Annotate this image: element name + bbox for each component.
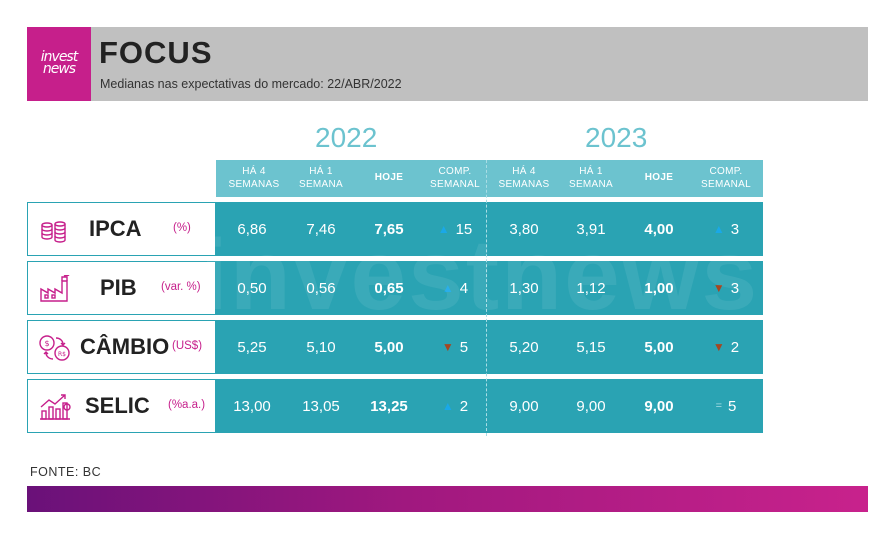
header-banner: invest news FOCUS Medianas nas expectati… bbox=[27, 27, 868, 101]
factory-icon bbox=[40, 275, 70, 302]
equal-icon: = bbox=[715, 400, 723, 412]
row-label-ipca: IPCA (%) bbox=[27, 202, 216, 256]
selic-2023-1-week: 9,00 bbox=[576, 397, 606, 415]
row-label-cambio: $ R$ CÂMBIO (US$) bbox=[27, 320, 216, 374]
row-data-pib: 0,50 0,56 0,65 ▲ 4 1,30 1,12 1,00 ▼ 3 bbox=[216, 261, 763, 315]
ipca-2022-weekly-comp: ▲ 15 bbox=[420, 202, 490, 256]
selic-2022-comp-count: 2 bbox=[459, 397, 469, 415]
pib-2022-weekly-comp: ▲ 4 bbox=[420, 261, 490, 315]
cambio-2023-today: 5,00 bbox=[644, 338, 674, 356]
indicator-name-pib: PIB bbox=[100, 275, 137, 300]
page-subtitle: Medianas nas expectativas do mercado: 22… bbox=[100, 77, 402, 91]
rising-chart-icon bbox=[40, 394, 71, 420]
cambio-2023-4-weeks: 5,20 bbox=[509, 338, 539, 356]
col-header-1-week-2023: HÁ 1 SEMANA bbox=[568, 166, 614, 190]
row-label-pib: PIB (var. %) bbox=[27, 261, 216, 315]
ipca-2023-4-weeks: 3,80 bbox=[509, 220, 539, 238]
col-header-today-2023: HOJE bbox=[644, 172, 674, 184]
ipca-2022-comp-count: 15 bbox=[455, 220, 473, 238]
indicator-unit-selic: (%a.a.) bbox=[168, 399, 206, 411]
cambio-2022-comp-count: 5 bbox=[459, 338, 469, 356]
footer-gradient-bar bbox=[27, 486, 868, 512]
column-headers: HÁ 4 SEMANAS HÁ 1 SEMANA HOJE COMP. SEMANAL… bbox=[216, 160, 763, 197]
year-2023-heading: 2023 bbox=[585, 122, 648, 153]
cambio-2022-1-week: 5,10 bbox=[306, 338, 336, 356]
logo-line2: news bbox=[42, 61, 76, 77]
row-label-selic: SELIC (%a.a.) bbox=[27, 379, 216, 433]
currency-exchange-icon: $ R$ bbox=[39, 335, 70, 361]
row-data-cambio: 5,25 5,10 5,00 ▼ 5 5,20 5,15 5,00 ▼ 2 bbox=[216, 320, 763, 374]
row-data-selic: 13,00 13,05 13,25 ▲ 2 9,00 9,00 9,00 = 5 bbox=[216, 379, 763, 433]
arrow-down-icon: ▼ bbox=[712, 340, 725, 354]
selic-2022-today: 13,25 bbox=[370, 397, 408, 415]
ipca-2023-weekly-comp: ▲ 3 bbox=[691, 202, 761, 256]
indicator-name-cambio: CÂMBIO bbox=[80, 334, 170, 359]
page-title: FOCUS bbox=[99, 35, 213, 70]
arrow-up-icon: ▲ bbox=[441, 399, 454, 413]
col-header-4-weeks-2023: HÁ 4 SEMANAS bbox=[498, 166, 550, 190]
ipca-2022-today: 7,65 bbox=[374, 220, 404, 238]
selic-2023-weekly-comp: = 5 bbox=[691, 379, 761, 433]
year-2022-heading: 2022 bbox=[315, 122, 378, 153]
indicator-unit-cambio: (US$) bbox=[172, 340, 203, 352]
ipca-2023-1-week: 3,91 bbox=[576, 220, 606, 238]
ipca-2023-comp-count: 3 bbox=[730, 220, 740, 238]
pib-2023-today: 1,00 bbox=[644, 279, 674, 297]
selic-2022-weekly-comp: ▲ 2 bbox=[420, 379, 490, 433]
cambio-2023-weekly-comp: ▼ 2 bbox=[691, 320, 761, 374]
ipca-2022-1-week: 7,46 bbox=[306, 220, 336, 238]
selic-2022-1-week: 13,05 bbox=[302, 397, 340, 415]
cambio-2022-today: 5,00 bbox=[374, 338, 404, 356]
pib-2023-4-weeks: 1,30 bbox=[509, 279, 539, 297]
selic-2023-today: 9,00 bbox=[644, 397, 674, 415]
logo-line1: invest bbox=[40, 49, 78, 66]
cambio-2022-4-weeks: 5,25 bbox=[237, 338, 267, 356]
pib-2022-1-week: 0,56 bbox=[306, 279, 336, 297]
indicator-name-ipca: IPCA bbox=[89, 216, 142, 241]
indicator-unit-pib: (var. %) bbox=[161, 281, 201, 293]
arrow-up-icon: ▲ bbox=[437, 222, 450, 236]
coins-icon bbox=[41, 221, 66, 243]
svg-text:$: $ bbox=[44, 339, 49, 348]
arrow-down-icon: ▼ bbox=[712, 281, 725, 295]
arrow-up-icon: ▲ bbox=[441, 281, 454, 295]
col-header-weekly-comp-2022: COMP. SEMANAL bbox=[430, 166, 480, 190]
pib-2022-4-weeks: 0,50 bbox=[237, 279, 267, 297]
pib-2022-comp-count: 4 bbox=[459, 279, 469, 297]
ipca-2022-4-weeks: 6,86 bbox=[237, 220, 267, 238]
cambio-2023-comp-count: 2 bbox=[730, 338, 740, 356]
source-note: FONTE: BC bbox=[30, 465, 102, 479]
indicator-name-selic: SELIC bbox=[85, 393, 150, 418]
selic-2023-4-weeks: 9,00 bbox=[509, 397, 539, 415]
pib-2022-today: 0,65 bbox=[374, 279, 404, 297]
pib-2023-1-week: 1,12 bbox=[576, 279, 606, 297]
col-header-today-2022: HOJE bbox=[374, 172, 404, 184]
pib-2023-weekly-comp: ▼ 3 bbox=[691, 261, 761, 315]
arrow-up-icon: ▲ bbox=[712, 222, 725, 236]
selic-2022-4-weeks: 13,00 bbox=[233, 397, 271, 415]
selic-2023-comp-count: 5 bbox=[728, 397, 737, 415]
cambio-2022-weekly-comp: ▼ 5 bbox=[420, 320, 490, 374]
col-header-weekly-comp-2023: COMP. SEMANAL bbox=[701, 166, 751, 190]
col-header-4-weeks-2022: HÁ 4 SEMANAS bbox=[228, 166, 280, 190]
cambio-2023-1-week: 5,15 bbox=[576, 338, 606, 356]
indicator-unit-ipca: (%) bbox=[173, 222, 191, 234]
row-data-ipca: 6,86 7,46 7,65 ▲ 15 3,80 3,91 4,00 ▲ 3 bbox=[216, 202, 763, 256]
arrow-down-icon: ▼ bbox=[441, 340, 454, 354]
ipca-2023-today: 4,00 bbox=[644, 220, 674, 238]
svg-text:R$: R$ bbox=[58, 351, 66, 358]
pib-2023-comp-count: 3 bbox=[730, 279, 740, 297]
investnews-logo: invest news bbox=[27, 27, 91, 101]
col-header-1-week-2022: HÁ 1 SEMANA bbox=[298, 166, 344, 190]
year-divider bbox=[486, 160, 487, 436]
